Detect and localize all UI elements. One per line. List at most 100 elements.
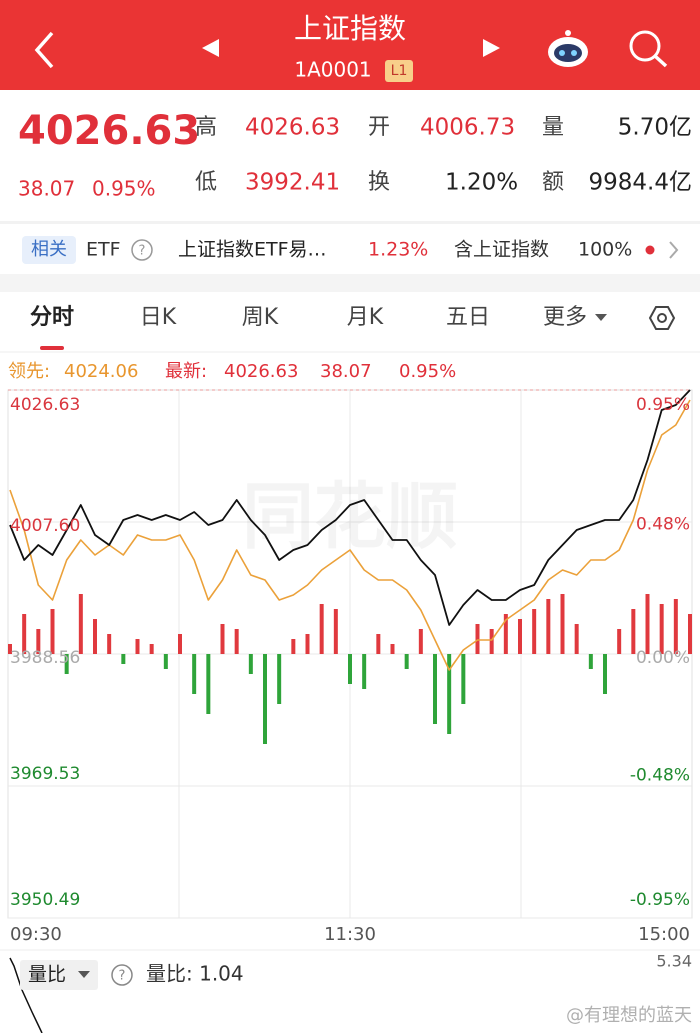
holding: 100% (578, 239, 632, 261)
tab[interactable]: 日K (140, 305, 177, 330)
volume-bar (546, 599, 551, 654)
field-value: 5.70亿 (618, 115, 692, 141)
volume-bar (248, 654, 253, 674)
dropdown-arrow (78, 971, 90, 978)
chevron (669, 241, 679, 259)
volume-bar (447, 654, 452, 734)
back-button[interactable] (34, 31, 54, 69)
volume-bar (319, 604, 324, 654)
volume-bar (107, 634, 112, 654)
y-tick-label: 3969.53 (10, 764, 80, 784)
lead-value: 4024.06 (64, 361, 138, 382)
field-value: 4026.63 (245, 115, 340, 141)
volume-bar (22, 614, 27, 654)
tab[interactable]: 更多 (543, 305, 587, 330)
x-tick-label: 11:30 (324, 924, 376, 945)
indicator-max: 5.34 (656, 952, 692, 971)
x-tick-label: 15:00 (638, 924, 690, 945)
assistant-icon[interactable] (548, 30, 588, 67)
x-tick-label: 09:30 (10, 924, 62, 945)
tab[interactable]: 分时 (30, 305, 74, 330)
watermark: @有理想的蓝天 (566, 1005, 692, 1026)
field-value: 4006.73 (420, 115, 515, 141)
volume-bar (532, 609, 537, 654)
tab[interactable]: 五日 (446, 305, 490, 330)
dot (645, 245, 655, 255)
volume-bar (659, 604, 664, 654)
indicator-select[interactable] (20, 960, 98, 990)
next-button[interactable] (483, 39, 500, 57)
volume-bar (433, 654, 437, 724)
badge-box (385, 60, 413, 82)
volume-bar (234, 629, 239, 654)
volume-bar (333, 609, 338, 654)
help-icon[interactable] (111, 964, 133, 986)
divider (0, 274, 700, 292)
change-pct: 0.95% (92, 177, 156, 201)
volume-bar (348, 654, 352, 684)
field-value: 9984.4亿 (589, 170, 692, 196)
field-label: 高 (195, 115, 217, 140)
y2-tick-label: 0.48% (636, 515, 690, 535)
prev-button[interactable] (202, 39, 219, 57)
y-tick-label: 3950.49 (10, 890, 80, 910)
tab[interactable]: 周K (242, 305, 279, 330)
volume-bar (135, 639, 140, 654)
indicator-name: 量比 (28, 964, 66, 986)
volume-bar (121, 654, 126, 664)
tag: 相关 (31, 239, 67, 260)
price-line (9, 389, 691, 626)
help-text: ? (119, 969, 126, 984)
etf-row[interactable]: 相关 ETF ? 上证指数ETF易… 1.23% 含上证指数 100% (22, 236, 679, 264)
field-label: 额 (542, 170, 564, 195)
divider (0, 221, 700, 224)
field-value: 3992.41 (245, 170, 340, 196)
volume-bar (305, 634, 310, 654)
help-icon (131, 239, 153, 261)
volume-bar (163, 654, 168, 669)
volume-bar (178, 634, 182, 654)
volume-bar (560, 594, 565, 654)
ratio: 量比: 1.04 (146, 962, 244, 986)
volume-bar (631, 609, 636, 654)
volume-bar (518, 619, 522, 654)
volume-bar (192, 654, 197, 694)
field-label: 量 (542, 115, 564, 140)
volume-bar (475, 624, 480, 654)
volume-bar (688, 614, 692, 654)
volume-bar (390, 644, 395, 654)
volume-bar (503, 614, 508, 654)
latest-value: 4026.63 (224, 361, 298, 382)
change: 38.07 (18, 177, 75, 201)
tag-box (22, 236, 76, 264)
y2-tick-label: 0.95% (636, 395, 690, 415)
y-tick-label: 3988.56 (10, 648, 80, 668)
volume-bar (220, 624, 225, 654)
search-button[interactable] (629, 30, 668, 68)
volume-bar (206, 654, 211, 714)
volume-bar (603, 654, 607, 694)
volume-bar (36, 629, 41, 654)
volume-bar (404, 654, 409, 669)
volume-bar (673, 599, 678, 654)
header-code: 1A0001 (294, 58, 371, 82)
volume-bar (645, 594, 650, 654)
y2-tick-label: 0.00% (636, 648, 690, 668)
header-title: 上证指数 (294, 12, 406, 45)
price: 4026.63 (18, 108, 200, 154)
field-label: 换 (368, 170, 390, 195)
field-label: 低 (195, 170, 217, 195)
tab[interactable]: 月K (347, 305, 384, 330)
settings-button[interactable] (648, 306, 676, 330)
volume-bar (50, 609, 55, 654)
volume-bar (149, 644, 154, 654)
volume-bar (362, 654, 367, 689)
volume-bar (574, 624, 579, 654)
volume-bar (291, 639, 296, 654)
y-tick-label: 4007.60 (10, 516, 80, 536)
dropdown-arrow (595, 314, 607, 321)
field-value: 1.20% (445, 170, 518, 196)
volume-bar (78, 594, 83, 654)
badge: L1 (391, 63, 408, 79)
